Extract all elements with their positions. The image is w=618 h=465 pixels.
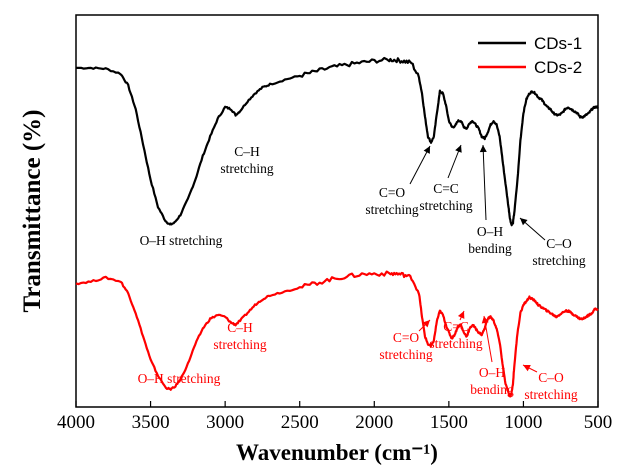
annotation-text: O–H stretching [140, 233, 223, 248]
y-axis-title: Transmittance (%) [19, 110, 46, 313]
x-tick-label: 2000 [355, 412, 393, 433]
annotation-text: bending [470, 382, 514, 397]
annotation-text: C–O [546, 236, 572, 251]
annotation-layer: O–H stretching C–H stretching C=O stretching… [138, 144, 586, 402]
annotation-arrowhead [457, 311, 465, 319]
annotation-text: C–H [234, 144, 260, 159]
plot-frame [75, 14, 599, 408]
annotation-cds-1-0: O–H stretching [140, 233, 223, 248]
annotation-arrowhead [455, 145, 462, 153]
annotation-text: C=O [379, 185, 406, 200]
annotation-arrow [409, 145, 431, 185]
annotation-text: O–H [477, 224, 503, 239]
annotation-cds-1-5: C–O stretching [519, 217, 586, 268]
annotation-cds-1-1: C–H stretching [220, 144, 273, 176]
annotation-cds-2-7: C–H stretching [213, 320, 266, 352]
annotation-cds-2-8: C=O stretching [379, 319, 433, 362]
annotation-text: stretching [220, 161, 273, 176]
annotation-text: C=C [443, 319, 469, 334]
x-tick-label: 1000 [504, 412, 542, 433]
x-tick-label: 3500 [132, 412, 170, 433]
plot-area [75, 14, 599, 408]
legend-label-cds-1: CDs-1 [534, 34, 582, 53]
annotation-cds-1-2: C=O stretching [365, 145, 431, 217]
annotation-arrowhead [423, 146, 430, 154]
annotation-cds-2-9: C=C stretching [429, 310, 483, 351]
annotation-arrow [483, 315, 493, 363]
annotation-text: stretching [532, 253, 585, 268]
legend: CDs-1 CDs-2 [478, 34, 582, 77]
series-line-cds-1 [76, 56, 599, 227]
annotation-text: C=C [433, 181, 459, 196]
series-line-cds-2 [75, 270, 599, 398]
x-tick-label: 3000 [206, 412, 244, 433]
annotation-cds-2-11: C–O stretching [522, 364, 578, 402]
series-layer [75, 56, 599, 398]
annotation-text: O–H [479, 365, 505, 380]
annotation-text: C–H [227, 320, 253, 335]
annotation-text: stretching [379, 347, 432, 362]
annotation-cds-2-10: O–H bending [470, 315, 514, 397]
x-axis-title: Wavenumber (cm⁻¹) [236, 440, 438, 465]
annotation-text: C=O [393, 330, 420, 345]
annotation-arrow [482, 144, 487, 221]
legend-label-cds-2: CDs-2 [534, 58, 582, 77]
annotation-text: stretching [365, 202, 418, 217]
annotation-text: C–O [538, 370, 564, 385]
x-tick-label: 1500 [430, 412, 468, 433]
annotation-text: bending [468, 241, 512, 256]
annotation-text: stretching [213, 337, 266, 352]
annotation-cds-2-6: O–H stretching [138, 371, 221, 386]
annotation-cds-1-4: O–H bending [468, 144, 512, 256]
annotation-arrowhead [520, 218, 528, 226]
annotation-arrowhead [523, 365, 531, 372]
annotation-text: stretching [429, 336, 482, 351]
x-tick-label: 4000 [57, 412, 95, 433]
x-tick-label: 2500 [281, 412, 319, 433]
annotation-arrowhead [422, 320, 430, 328]
annotation-text: stretching [524, 387, 577, 402]
annotation-text: O–H stretching [138, 371, 221, 386]
annotation-cds-1-3: C=C stretching [419, 144, 473, 213]
x-tick-label: 500 [584, 412, 613, 433]
annotation-arrowhead [481, 316, 489, 324]
x-axis: 4000 3500 3000 2500 2000 1500 1000 500 [57, 401, 612, 433]
annotation-arrowhead [479, 145, 487, 153]
annotation-text: stretching [419, 198, 472, 213]
